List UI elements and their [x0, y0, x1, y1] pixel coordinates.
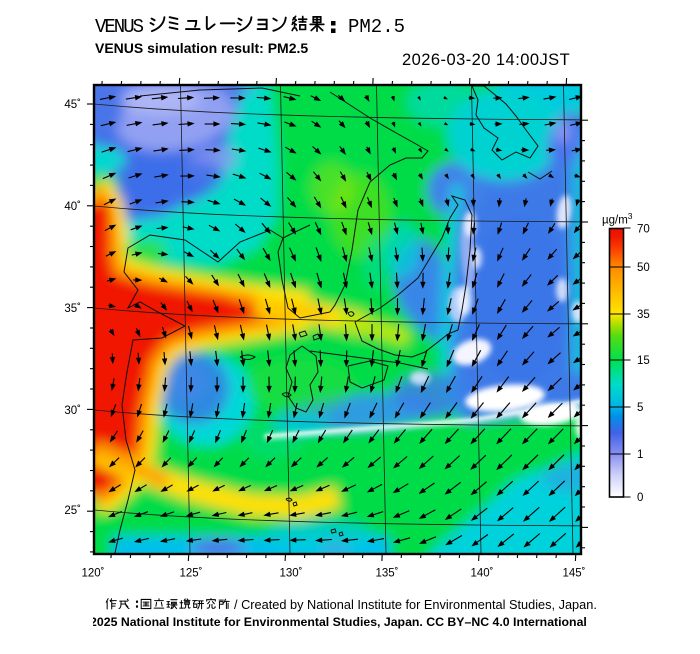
- svg-text:/ Created by National Institut: / Created by National Institute for Envi…: [234, 597, 597, 612]
- svg-text:50: 50: [637, 262, 650, 274]
- svg-text:2026-03-20 14:00JST: 2026-03-20 14:00JST: [402, 51, 570, 69]
- svg-text:120˚: 120˚: [81, 568, 104, 580]
- svg-text:0: 0: [637, 492, 643, 504]
- svg-text:25˚: 25˚: [64, 505, 81, 517]
- svg-text:PM2.5: PM2.5: [348, 16, 405, 38]
- svg-text:130˚: 130˚: [279, 568, 302, 580]
- svg-text:135˚: 135˚: [375, 568, 398, 580]
- svg-text:70: 70: [637, 224, 650, 236]
- svg-text:40˚: 40˚: [64, 201, 81, 213]
- svg-text:30˚: 30˚: [64, 405, 81, 417]
- svg-text:45˚: 45˚: [64, 99, 81, 111]
- svg-text:µg/m3: µg/m3: [602, 211, 633, 227]
- svg-text:140˚: 140˚: [470, 568, 493, 580]
- svg-text:©2025 National Institute for E: ©2025 National Institute for Environment…: [81, 615, 587, 629]
- svg-text:35˚: 35˚: [64, 303, 81, 315]
- svg-text:1: 1: [637, 449, 643, 461]
- svg-text:VENUS simulation result: PM2.5: VENUS simulation result: PM2.5: [95, 40, 308, 56]
- svg-text:145˚: 145˚: [562, 568, 585, 580]
- svg-text:35: 35: [637, 309, 650, 321]
- svg-text:VENUS: VENUS: [95, 16, 144, 38]
- svg-text:125˚: 125˚: [179, 568, 202, 580]
- svg-text:15: 15: [637, 355, 650, 367]
- svg-text:5: 5: [637, 402, 643, 414]
